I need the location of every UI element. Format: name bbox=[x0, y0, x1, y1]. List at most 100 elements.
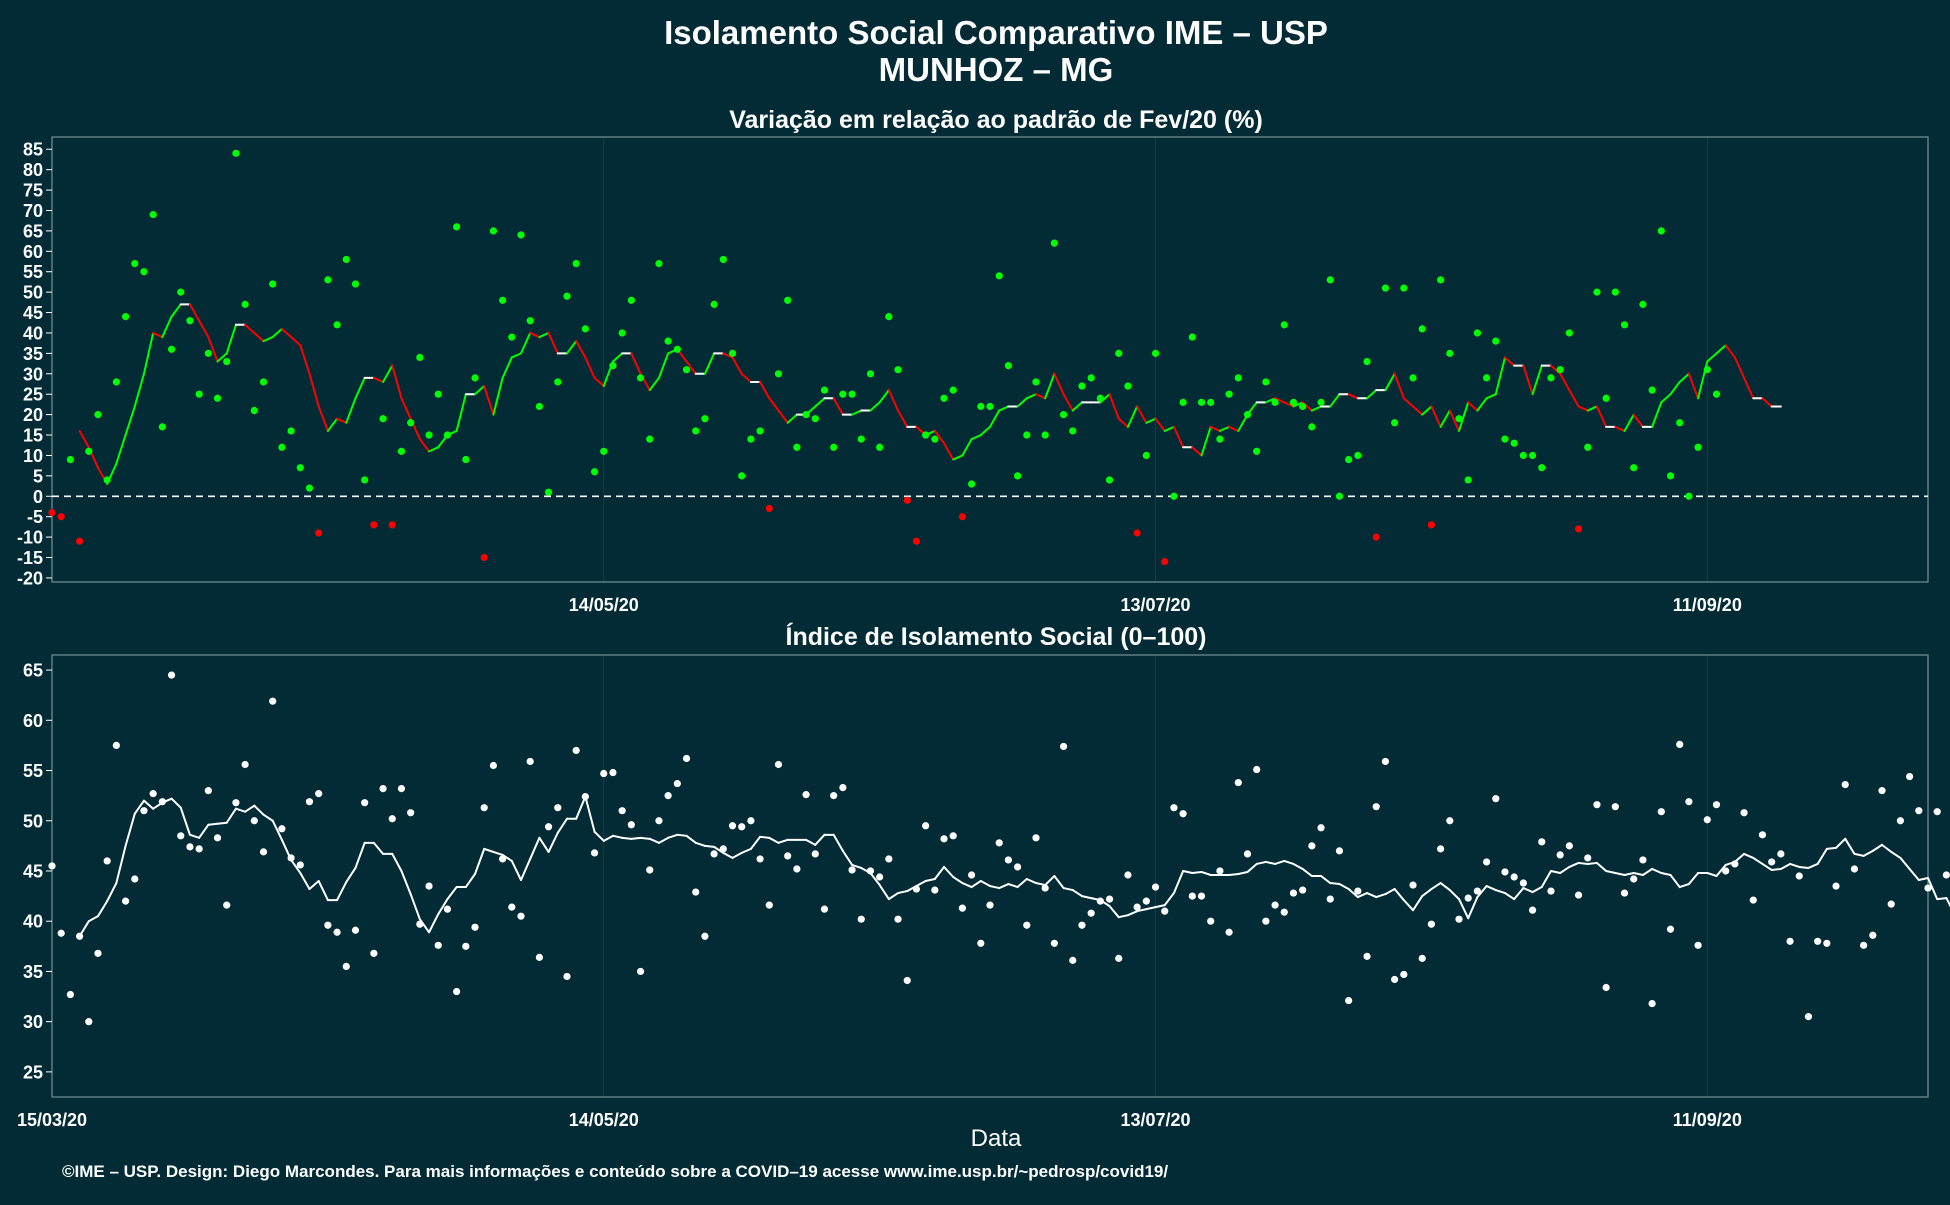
daily-point bbox=[296, 464, 304, 472]
daily-point bbox=[1464, 894, 1472, 902]
moving-average-segment bbox=[1126, 910, 1139, 917]
moving-average-segment bbox=[556, 817, 568, 834]
daily-point bbox=[158, 798, 166, 806]
moving-average-segment bbox=[1347, 888, 1359, 899]
figure-subtitle: MUNHOZ – MG bbox=[879, 51, 1114, 88]
daily-point bbox=[75, 537, 84, 545]
y-tick-label: 50 bbox=[23, 283, 43, 303]
moving-average-segment bbox=[409, 893, 421, 921]
daily-point bbox=[1574, 525, 1583, 533]
moving-average-segment bbox=[979, 425, 991, 437]
moving-average-segment bbox=[685, 834, 697, 844]
daily-point bbox=[1906, 772, 1914, 781]
daily-point bbox=[167, 345, 176, 353]
daily-point bbox=[1354, 451, 1362, 460]
daily-point bbox=[1381, 284, 1390, 292]
daily-point bbox=[397, 447, 406, 455]
moving-average-segment bbox=[1706, 871, 1718, 877]
daily-point bbox=[544, 823, 553, 831]
moving-average-segment bbox=[1531, 886, 1543, 894]
moving-average-segment bbox=[897, 890, 909, 895]
moving-average-segment bbox=[124, 405, 136, 437]
daily-point bbox=[1023, 431, 1031, 439]
moving-average-segment bbox=[1430, 882, 1442, 891]
daily-point bbox=[499, 855, 507, 863]
moving-average-segment bbox=[1485, 885, 1497, 892]
daily-point bbox=[1942, 871, 1950, 879]
daily-point bbox=[177, 832, 185, 840]
moving-average-segment bbox=[547, 831, 559, 853]
daily-point bbox=[719, 255, 727, 264]
moving-average-segment bbox=[1237, 870, 1249, 875]
y-tick-label: 35 bbox=[23, 962, 43, 982]
moving-average-segment bbox=[382, 364, 394, 383]
daily-point bbox=[1611, 288, 1619, 296]
daily-point bbox=[1712, 390, 1721, 398]
moving-average-segment bbox=[1044, 875, 1056, 887]
daily-point bbox=[1059, 742, 1068, 751]
daily-point bbox=[1133, 903, 1141, 911]
daily-point bbox=[370, 521, 378, 529]
moving-average-segment bbox=[814, 833, 826, 846]
daily-point bbox=[315, 790, 323, 798]
daily-point bbox=[765, 901, 773, 909]
moving-average-segment bbox=[1366, 389, 1378, 400]
daily-point bbox=[1050, 239, 1058, 247]
moving-average-segment bbox=[1586, 861, 1598, 865]
daily-point bbox=[793, 443, 801, 451]
moving-average-segment bbox=[768, 397, 780, 412]
moving-average-segment bbox=[1375, 893, 1387, 899]
moving-average-segment bbox=[308, 372, 320, 408]
daily-point bbox=[1170, 804, 1178, 812]
moving-average-segment bbox=[244, 804, 256, 813]
daily-point bbox=[103, 857, 111, 865]
daily-point bbox=[876, 873, 884, 881]
moving-average-segment bbox=[1366, 892, 1378, 899]
moving-average-segment bbox=[989, 885, 1001, 890]
daily-point bbox=[1234, 374, 1242, 382]
daily-point bbox=[1482, 374, 1491, 382]
daily-point bbox=[259, 848, 268, 856]
daily-point bbox=[1878, 787, 1886, 795]
daily-point bbox=[1115, 349, 1123, 357]
moving-average-segment bbox=[1145, 417, 1157, 424]
moving-average-segment bbox=[887, 389, 900, 412]
daily-point bbox=[1391, 975, 1399, 984]
daily-point bbox=[581, 325, 589, 333]
daily-point bbox=[692, 427, 700, 435]
daily-point bbox=[710, 300, 718, 308]
moving-average-segment bbox=[1228, 872, 1240, 876]
daily-point bbox=[1446, 349, 1454, 357]
daily-point bbox=[223, 901, 231, 909]
daily-point bbox=[673, 345, 681, 353]
moving-average-segment bbox=[299, 871, 311, 891]
daily-point bbox=[1032, 834, 1040, 842]
moving-average-segment bbox=[943, 442, 955, 461]
daily-point bbox=[1271, 398, 1279, 406]
moving-average-segment bbox=[1899, 856, 1911, 870]
moving-average-segment bbox=[1126, 405, 1139, 428]
x-tick-label: 13/07/20 bbox=[1120, 595, 1190, 615]
figure-title: Isolamento Social Comparativo IME – USP bbox=[664, 14, 1328, 51]
daily-point bbox=[462, 455, 470, 464]
daily-point bbox=[57, 929, 65, 937]
daily-point bbox=[636, 967, 645, 976]
daily-point bbox=[489, 227, 498, 235]
moving-average-segment bbox=[106, 882, 118, 903]
daily-point bbox=[1050, 939, 1058, 947]
moving-average-segment bbox=[1678, 883, 1690, 889]
moving-average-segment bbox=[1595, 861, 1608, 872]
moving-average-segment bbox=[869, 871, 881, 887]
daily-point bbox=[820, 386, 829, 394]
moving-average-segment bbox=[124, 812, 136, 847]
daily-point bbox=[287, 854, 295, 862]
daily-point bbox=[305, 798, 314, 806]
moving-average-segment bbox=[483, 385, 495, 416]
moving-average-segment bbox=[418, 438, 431, 453]
moving-average-segment bbox=[667, 833, 679, 839]
y-tick-label: 55 bbox=[23, 761, 43, 781]
moving-average-segment bbox=[961, 882, 973, 889]
moving-average-segment bbox=[492, 850, 504, 856]
daily-point bbox=[894, 915, 902, 923]
daily-point bbox=[1400, 284, 1408, 292]
